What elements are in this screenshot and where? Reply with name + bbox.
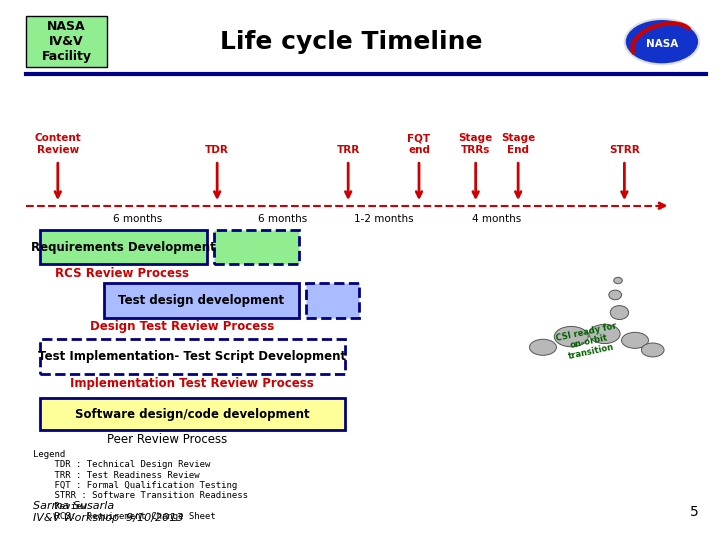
Text: 5: 5 — [690, 505, 698, 519]
Text: Peer Review Process: Peer Review Process — [107, 433, 228, 446]
FancyBboxPatch shape — [26, 16, 107, 67]
FancyBboxPatch shape — [40, 339, 345, 374]
Text: Design Test Review Process: Design Test Review Process — [89, 320, 274, 334]
Text: 6 months: 6 months — [113, 214, 162, 224]
Ellipse shape — [589, 325, 620, 343]
FancyBboxPatch shape — [104, 283, 299, 318]
Text: Content
Review: Content Review — [35, 133, 81, 155]
Ellipse shape — [621, 332, 649, 348]
Text: TDR: TDR — [205, 145, 229, 155]
Text: NASA
IV&V
Facility: NASA IV&V Facility — [42, 20, 91, 63]
Ellipse shape — [642, 343, 664, 357]
Text: Legend
    TDR : Technical Design Review
    TRR : Test Readiness Review
    FQT: Legend TDR : Technical Design Review TRR… — [33, 450, 248, 521]
Text: Sarma Susarla
IV&V Workshop  9/10/2013: Sarma Susarla IV&V Workshop 9/10/2013 — [33, 501, 184, 523]
Ellipse shape — [625, 19, 699, 64]
Text: Software design/code development: Software design/code development — [75, 408, 310, 421]
Circle shape — [611, 306, 629, 320]
Ellipse shape — [554, 327, 588, 347]
Text: 4 months: 4 months — [472, 214, 521, 224]
Text: NASA: NASA — [646, 39, 678, 49]
Text: RCS Review Process: RCS Review Process — [55, 267, 189, 280]
Circle shape — [609, 290, 621, 300]
FancyBboxPatch shape — [40, 230, 207, 265]
Text: Life cycle Timeline: Life cycle Timeline — [220, 30, 483, 53]
Ellipse shape — [529, 339, 557, 355]
Text: Implementation Test Review Process: Implementation Test Review Process — [71, 376, 314, 389]
Text: Stage
TRRs: Stage TRRs — [459, 133, 492, 155]
FancyBboxPatch shape — [214, 230, 299, 265]
Text: Stage
End: Stage End — [501, 133, 535, 155]
Text: Test design development: Test design development — [118, 294, 284, 307]
Text: Requirements Development: Requirements Development — [31, 241, 216, 254]
Text: 6 months: 6 months — [258, 214, 307, 224]
FancyBboxPatch shape — [40, 398, 345, 430]
Text: FQT
end: FQT end — [408, 133, 431, 155]
Text: CSI ready for
on-orbit
transition: CSI ready for on-orbit transition — [556, 321, 622, 363]
Text: 1-2 months: 1-2 months — [354, 214, 413, 224]
Text: TRR: TRR — [336, 145, 360, 155]
Text: STRR: STRR — [609, 145, 640, 155]
FancyBboxPatch shape — [306, 283, 359, 318]
Text: Test Implementation- Test Script Development: Test Implementation- Test Script Develop… — [38, 350, 346, 363]
Circle shape — [613, 278, 622, 284]
